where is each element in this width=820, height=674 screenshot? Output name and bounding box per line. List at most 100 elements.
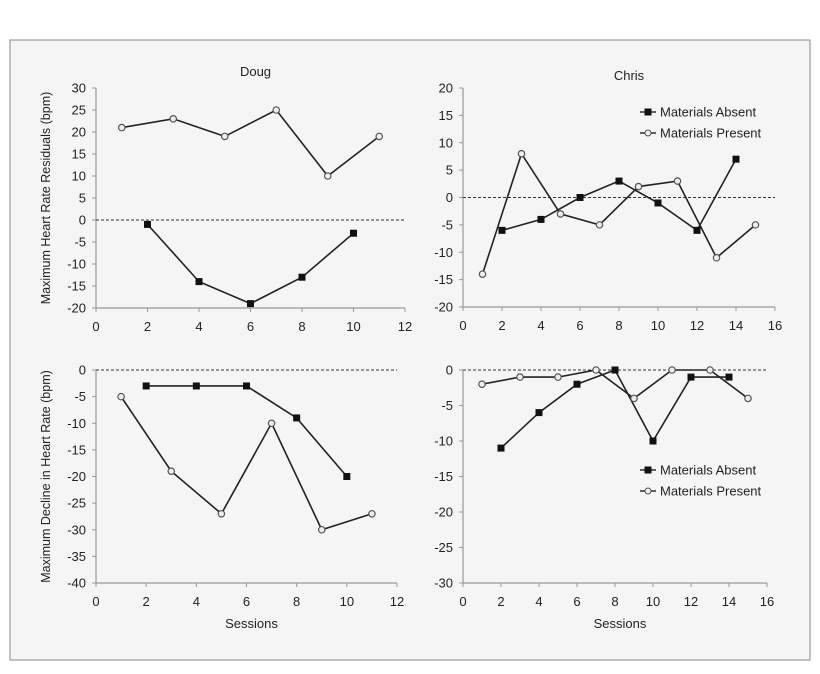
- data-point-circle: [220, 132, 229, 141]
- data-point-circle: [117, 123, 126, 132]
- data-point-circle: [317, 525, 326, 534]
- legend-label: Materials Present: [660, 484, 762, 499]
- data-point-square: [142, 382, 150, 390]
- data-point-square: [611, 366, 619, 374]
- data-point-circle: [117, 392, 125, 401]
- x-axis-label: Sessions: [594, 616, 647, 631]
- data-point-square: [144, 220, 151, 228]
- series-line-present: [481, 369, 749, 400]
- data-point-square: [498, 226, 506, 234]
- x-tick-label: 10: [651, 318, 665, 333]
- y-tick-label: -25: [67, 496, 86, 511]
- data-point-square: [693, 226, 701, 234]
- legend-marker-circle: [644, 129, 652, 137]
- x-axis-label: Sessions: [225, 616, 278, 631]
- data-point-square: [732, 155, 740, 163]
- data-point-square: [350, 229, 357, 237]
- y-tick-label: -25: [434, 540, 453, 555]
- y-tick-label: 0: [446, 190, 453, 205]
- y-tick-label: 10: [72, 169, 86, 184]
- data-point-circle: [368, 509, 376, 518]
- data-point-square: [725, 373, 733, 381]
- x-tick-label: 0: [92, 594, 99, 609]
- x-tick-label: 6: [243, 594, 250, 609]
- panel-title: Chris: [614, 68, 645, 83]
- y-tick-label: 25: [72, 103, 86, 118]
- x-tick-label: 4: [193, 594, 200, 609]
- x-tick-label: 12: [390, 594, 404, 609]
- data-point-circle: [630, 394, 638, 403]
- y-tick-label: 15: [72, 147, 86, 162]
- y-tick-label: -20: [67, 301, 86, 316]
- y-tick-label: -15: [434, 272, 453, 287]
- x-tick-label: 12: [690, 318, 704, 333]
- x-tick-label: 6: [576, 318, 583, 333]
- data-point-circle: [516, 373, 524, 381]
- x-tick-label: 8: [611, 594, 618, 609]
- y-tick-label: -20: [434, 505, 453, 520]
- legend-marker-square: [644, 466, 652, 474]
- data-point-circle: [634, 182, 643, 191]
- y-tick-label: 0: [79, 363, 86, 378]
- data-point-square: [192, 382, 200, 390]
- x-tick-label: 16: [760, 594, 774, 609]
- figure-frame: [9, 39, 811, 661]
- x-tick-label: 14: [722, 594, 736, 609]
- legend-marker-square: [644, 108, 652, 116]
- x-tick-label: 10: [340, 594, 354, 609]
- data-point-circle: [595, 221, 604, 229]
- data-point-square: [247, 300, 254, 308]
- y-tick-label: 15: [439, 108, 453, 123]
- y-tick-label: -5: [74, 235, 86, 250]
- x-tick-label: 12: [684, 594, 698, 609]
- data-point-circle: [517, 149, 526, 158]
- legend-label: Materials Absent: [660, 463, 756, 478]
- data-point-circle: [478, 270, 487, 278]
- data-point-square: [654, 199, 662, 207]
- y-tick-label: -10: [67, 257, 86, 272]
- y-tick-label: -5: [441, 217, 453, 232]
- x-tick-label: 0: [92, 319, 99, 334]
- y-tick-label: -30: [434, 576, 453, 591]
- data-point-circle: [668, 366, 676, 374]
- x-tick-label: 2: [497, 594, 504, 609]
- data-point-square: [195, 278, 203, 286]
- data-point-circle: [712, 253, 721, 262]
- panel-2: -40 -35 -30 -25 -20 -15 -10 -5 0 0 2 4 6 8 10 12 Maximum…: [39, 363, 404, 632]
- x-tick-label: 12: [398, 319, 412, 334]
- y-tick-label: 10: [439, 135, 453, 150]
- data-point-circle: [217, 509, 226, 518]
- series-line-present: [120, 396, 373, 531]
- x-tick-label: 6: [573, 594, 580, 609]
- y-tick-label: -35: [67, 549, 86, 564]
- x-tick-label: 0: [459, 594, 466, 609]
- x-tick-label: 0: [459, 318, 466, 333]
- data-point-circle: [673, 177, 682, 185]
- panel-1: -20 -15 -10 -5 0 5 10 15 20 0 2 4 6 8 10 12 14 16 Chris Mat…: [434, 68, 782, 333]
- panel-title: Doug: [240, 64, 271, 79]
- x-tick-label: 4: [537, 318, 544, 333]
- x-tick-label: 4: [535, 594, 542, 609]
- data-point-square: [576, 194, 584, 201]
- x-tick-label: 8: [298, 319, 305, 334]
- x-tick-label: 6: [247, 319, 254, 334]
- y-tick-label: -5: [441, 398, 453, 413]
- y-tick-label: 20: [72, 125, 86, 140]
- data-point-square: [343, 473, 351, 480]
- y-tick-label: -10: [434, 434, 453, 449]
- y-tick-label: -20: [434, 300, 453, 315]
- data-point-circle: [554, 373, 562, 381]
- panel-3: -30 -25 -20 -15 -10 -5 0 0 2 4 6 8 10 12 14 16 Sessions M…: [434, 363, 774, 632]
- panel-0: -20 -15 -10 -5 0 5 10 15 20 25 30 0 2 4 6 8 10 12 Doug Maxi…: [39, 64, 412, 334]
- data-point-circle: [375, 132, 384, 141]
- data-point-circle: [167, 467, 176, 475]
- data-point-circle: [706, 366, 714, 374]
- y-tick-label: 20: [439, 81, 453, 96]
- y-axis-label: Maximum Decline in Heart Rate (bpm): [39, 370, 53, 583]
- data-point-square: [535, 409, 543, 417]
- data-point-square: [298, 273, 306, 281]
- data-point-circle: [267, 419, 276, 428]
- y-tick-label: 5: [446, 163, 453, 178]
- y-tick-label: -10: [434, 245, 453, 260]
